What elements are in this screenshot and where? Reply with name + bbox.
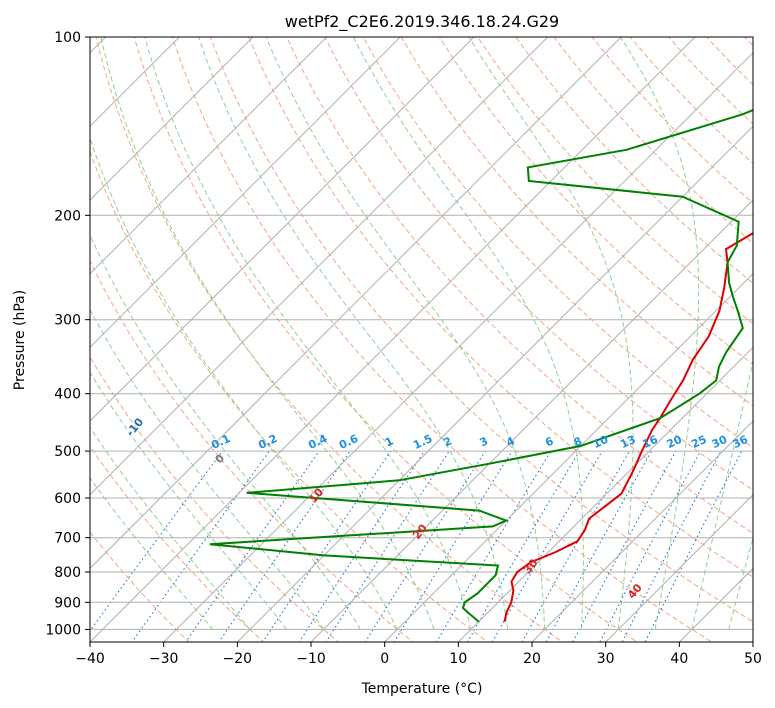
x-tick-label: −10: [296, 651, 326, 667]
mixing-ratio-line: [435, 450, 552, 642]
mixing-ratio-label: 13: [618, 433, 637, 451]
dry-adiabat: [591, 37, 753, 204]
mixing-ratio-line: [393, 450, 513, 642]
x-tick-label: 40: [670, 651, 688, 667]
isotherm-line: [90, 37, 475, 422]
mixing-ratio-line: [262, 450, 392, 642]
mixing-ratio-lines: [90, 450, 743, 642]
dry-adiabat: [362, 37, 753, 449]
mixing-ratio-line: [131, 450, 270, 642]
isotherm-line: [457, 346, 753, 642]
mixing-ratio-label: 16: [640, 433, 660, 451]
moist-adiabat: [728, 536, 753, 630]
dry-adiabat: [90, 445, 265, 642]
x-tick-label: −20: [223, 651, 253, 667]
mixing-ratio-line: [491, 450, 603, 642]
isotherm-line: [236, 125, 753, 642]
temperature-line: [503, 231, 753, 622]
dry-adiabat: [756, 10, 775, 654]
dry-adiabat: [286, 37, 753, 534]
isotherm-line: [310, 199, 753, 642]
isotherms: [0, 10, 753, 654]
moist-adiabat: [100, 37, 435, 630]
y-axis-label: Pressure (hPa): [12, 290, 28, 390]
isotherm-line: [90, 37, 402, 349]
moist-adiabat: [90, 233, 361, 630]
gridlines: [0, 10, 775, 654]
isotherm-line: [90, 37, 696, 642]
moist-adiabat: [620, 37, 700, 630]
x-tick-label: 10: [449, 651, 467, 667]
dry-adiabat: [209, 37, 753, 623]
moist-adiabat: [90, 308, 324, 630]
dry-adiabat: [553, 37, 753, 244]
y-tick-label: 400: [54, 387, 81, 403]
isotherm-line: [604, 493, 753, 642]
dry-adiabat: [248, 37, 753, 578]
x-tick-label: 30: [597, 651, 615, 667]
moist-adiabat: [353, 37, 584, 630]
mixing-ratio-line: [644, 450, 743, 642]
y-tick-label: 200: [54, 208, 81, 224]
plot-frame: [89, 36, 754, 643]
x-tick-label: −30: [149, 651, 179, 667]
isotherm-line: [90, 37, 328, 275]
mixing-ratio-label: 20: [665, 433, 685, 451]
dry-adiabat: [90, 531, 190, 642]
dry-adiabats: [90, 10, 775, 654]
dry-adiabat: [667, 37, 753, 125]
y-tick-label: 100: [54, 30, 81, 46]
y-tick-label: 1000: [45, 622, 81, 638]
isotherm-line: [90, 37, 254, 201]
moist-adiabat: [90, 136, 398, 630]
isotherm-line: [90, 37, 181, 128]
isotherm-line: [531, 420, 753, 642]
y-tick-label: 300: [54, 313, 81, 329]
mixing-ratio-line: [621, 450, 722, 642]
y-tick-label: 800: [54, 565, 81, 581]
x-tick-label: −40: [75, 651, 105, 667]
y-tick-label: 500: [54, 444, 81, 460]
isotherm-line: [90, 37, 623, 570]
y-tick-label: 600: [54, 491, 81, 507]
moist-adiabat: [265, 37, 546, 630]
x-tick-label: 0: [380, 651, 389, 667]
mixing-ratio-line: [218, 450, 351, 642]
x-tick-label: 50: [744, 651, 762, 667]
y-tick-label: 700: [54, 531, 81, 547]
chart-title: wetPf2_C2E6.2019.346.18.24.G29: [285, 12, 559, 32]
mixing-ratio-line: [521, 450, 630, 642]
mixing-ratio-label: 36: [731, 433, 751, 451]
isotherm-line: [162, 51, 753, 642]
isotherm-line: [0, 10, 59, 654]
dry-adiabat: [171, 37, 713, 642]
x-axis-label: Temperature (°C): [361, 681, 483, 697]
dry-adiabat: [90, 259, 414, 642]
axis-ticks: −40 −30 −20 −10 0 10 20 30 40 50 100 200 300 400 500 60…: [45, 30, 762, 667]
dry-adiabat: [477, 37, 753, 325]
moist-adiabat: [198, 37, 509, 630]
moist-adiabat: [468, 37, 634, 630]
mixing-ratio-line: [90, 450, 223, 632]
dry-adiabat: [90, 150, 489, 642]
dry-adiabat: [95, 37, 564, 642]
dry-adiabat: [400, 37, 753, 407]
mixing-ratio-label: 30: [710, 433, 730, 451]
y-tick-label: 900: [54, 595, 81, 611]
dry-adiabat: [133, 37, 638, 642]
mixing-ratio-line: [185, 450, 320, 642]
dewpoint-line: [209, 109, 753, 623]
mixing-ratio-line: [466, 450, 580, 642]
x-tick-label: 20: [523, 651, 541, 667]
mixing-ratio-label: 25: [689, 433, 708, 451]
mixing-ratio-line: [364, 450, 486, 642]
isotherm-line: [90, 37, 549, 496]
moist-adiabat: [691, 358, 753, 630]
mixing-ratio-label: 10: [591, 433, 611, 451]
plot-area: [90, 37, 753, 642]
isotherm-line: [383, 272, 753, 642]
data-lines: [209, 109, 753, 623]
